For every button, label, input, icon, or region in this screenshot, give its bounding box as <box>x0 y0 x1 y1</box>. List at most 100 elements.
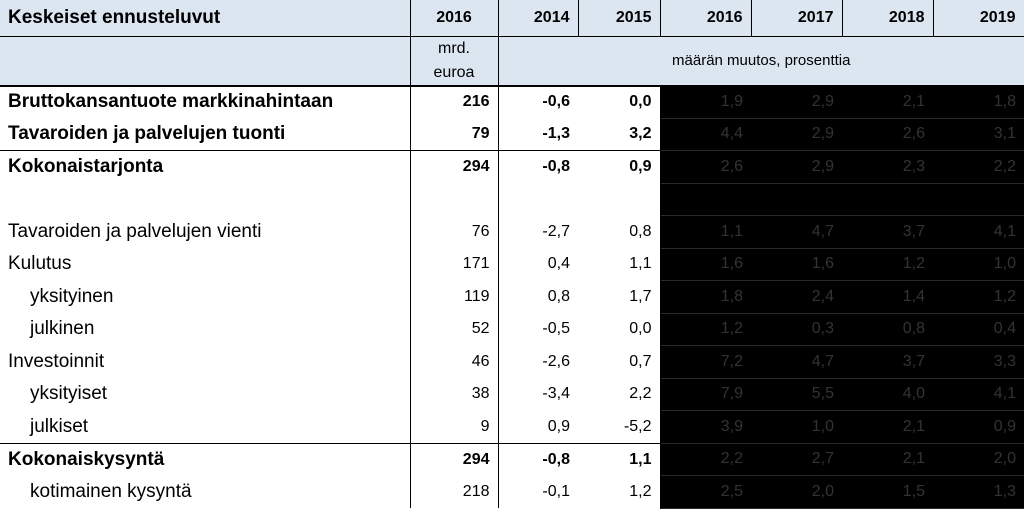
forecast-2018: 2,3 <box>842 150 933 184</box>
change-2015 <box>578 183 661 216</box>
year-header-2015: 2015 <box>578 0 661 37</box>
forecast-2018: 1,4 <box>842 280 933 314</box>
row-label: Kokonaiskysyntä <box>0 442 411 476</box>
change-2015: 1,1 <box>578 248 661 281</box>
level-value: 294 <box>410 442 499 476</box>
change-2015: 3,2 <box>578 118 661 151</box>
table-row: Bruttokansantuote markkinahintaan 216 -0,6… <box>0 85 1024 119</box>
forecast-2016: 2,6 <box>660 150 751 184</box>
forecast-2018: 0,8 <box>842 313 933 346</box>
change-2015: 2,2 <box>578 378 661 411</box>
forecast-2016: 4,4 <box>660 118 751 151</box>
table-row: Tavaroiden ja palvelujen vienti 76 -2,7 0,8… <box>0 215 1024 249</box>
forecast-2019: 1,2 <box>933 280 1024 314</box>
table-body: Bruttokansantuote markkinahintaan 216 -0,6… <box>0 85 1024 509</box>
year-header-2017: 2017 <box>751 0 843 37</box>
forecast-2019: 3,1 <box>933 118 1024 151</box>
forecast-2017: 2,0 <box>751 475 842 509</box>
table-row: yksityiset 38 -3,4 2,2 7,9 5,5 4,0 4,1 <box>0 378 1024 411</box>
forecast-2017: 2,9 <box>751 118 842 151</box>
row-label: Kulutus <box>0 248 411 281</box>
level-value: 52 <box>410 313 499 346</box>
forecast-2018: 2,6 <box>842 118 933 151</box>
unit-label: mrd. euroa <box>410 36 499 87</box>
forecast-2016: 7,2 <box>660 345 751 379</box>
forecast-2019: 1,3 <box>933 475 1024 509</box>
change-2015: 0,9 <box>578 150 661 183</box>
change-2015: 0,0 <box>578 85 661 118</box>
level-value: 119 <box>410 280 499 313</box>
change-2014: 0,4 <box>547 255 570 273</box>
change-2015: 0,0 <box>578 313 661 346</box>
row-label: julkiset <box>0 410 411 443</box>
forecast-2019: 0,9 <box>933 410 1024 444</box>
table-row: Kokonaistarjonta 294 -0,8 0,9 2,6 2,9 2,3 2,2 <box>0 150 1024 184</box>
forecast-2017: 4,7 <box>751 345 842 379</box>
unit-line-1: mrd. <box>438 39 470 57</box>
change-2015: 1,2 <box>578 475 661 508</box>
change-2014: -0,5 <box>542 320 570 338</box>
table-row: Kokonaiskysyntä 294 -0,8 1,1 2,2 2,7 2,1 2,0 <box>0 442 1024 476</box>
forecast-2016: 1,6 <box>660 248 751 281</box>
forecast-2019: 2,0 <box>933 442 1024 476</box>
forecast-2016: 1,1 <box>660 215 751 249</box>
forecast-2016: 2,2 <box>660 442 751 476</box>
change-2014: -3,4 <box>542 385 570 403</box>
change-2015: 0,8 <box>578 215 661 248</box>
forecast-2017: 1,0 <box>751 410 842 444</box>
forecast-2016: 1,2 <box>660 313 751 346</box>
forecast-2016: 7,9 <box>660 378 751 411</box>
forecast-2018: 3,7 <box>842 345 933 379</box>
forecast-2016: 1,9 <box>660 85 751 119</box>
row-label: yksityiset <box>0 378 411 411</box>
forecast-2016: 2,5 <box>660 475 751 509</box>
table-row: julkiset 9 0,9 -5,2 3,9 1,0 2,1 0,9 <box>0 410 1024 444</box>
table-row: kotimainen kysyntä 218 -0,1 1,2 2,5 2,0 1,5 1,3 <box>0 475 1024 509</box>
level-value: 46 <box>410 345 499 378</box>
title-spacer <box>0 36 411 87</box>
level-value <box>410 183 499 216</box>
change-2014: -0,8 <box>498 150 578 183</box>
header-row-units: mrd. euroa määrän muutos, prosenttia <box>0 36 1024 87</box>
year-header-2014: 2014 <box>498 0 579 37</box>
change-2014: -0,1 <box>542 482 570 500</box>
change-2015: 1,1 <box>578 442 661 476</box>
table-row: yksityinen 119 0,8 1,7 1,8 2,4 1,4 1,2 <box>0 280 1024 314</box>
year-header-2019: 2019 <box>933 0 1024 37</box>
change-2014: 0,9 <box>547 417 570 435</box>
change-2014 <box>498 183 578 216</box>
level-value: 79 <box>410 118 499 151</box>
change-2014: -0,8 <box>498 442 578 476</box>
change-label: määrän muutos, prosenttia <box>498 36 1024 87</box>
row-label: Investoinnit <box>0 345 411 378</box>
level-value: 171 <box>410 248 499 281</box>
change-2015: 0,7 <box>578 345 661 378</box>
unit-line-2: euroa <box>433 63 475 81</box>
table-title: Keskeiset ennusteluvut <box>0 0 411 37</box>
forecast-2017: 2,7 <box>751 442 842 476</box>
forecast-2019: 1,0 <box>933 248 1024 281</box>
forecast-2018: 2,1 <box>842 442 933 476</box>
row-label: julkinen <box>0 313 411 346</box>
table-row: Investoinnit 46 -2,6 0,7 7,2 4,7 3,7 3,3 <box>0 345 1024 379</box>
forecast-2019: 2,2 <box>933 150 1024 184</box>
forecast-2018: 4,0 <box>842 378 933 411</box>
level-value: 216 <box>410 85 499 118</box>
row-label: Tavaroiden ja palvelujen tuonti <box>0 118 411 151</box>
row-label: Kokonaistarjonta <box>0 150 411 183</box>
forecast-2016: 1,8 <box>660 280 751 314</box>
forecast-2019: 4,1 <box>933 215 1024 249</box>
row-label: Bruttokansantuote markkinahintaan <box>0 85 411 118</box>
forecast-2017: 2,9 <box>751 150 842 184</box>
year-header-2018: 2018 <box>842 0 934 37</box>
forecast-2017 <box>751 183 842 216</box>
level-value: 76 <box>410 215 499 248</box>
forecast-2018 <box>842 183 933 216</box>
forecast-2016: 3,9 <box>660 410 751 444</box>
level-value: 218 <box>410 475 499 508</box>
forecast-2017: 2,9 <box>751 85 842 119</box>
forecast-2019 <box>933 183 1024 216</box>
change-2014: 0,8 <box>547 287 570 305</box>
header-row-years: Keskeiset ennusteluvut 2016 2014 2015 20… <box>0 0 1024 37</box>
year-header-2016: 2016 <box>660 0 752 37</box>
